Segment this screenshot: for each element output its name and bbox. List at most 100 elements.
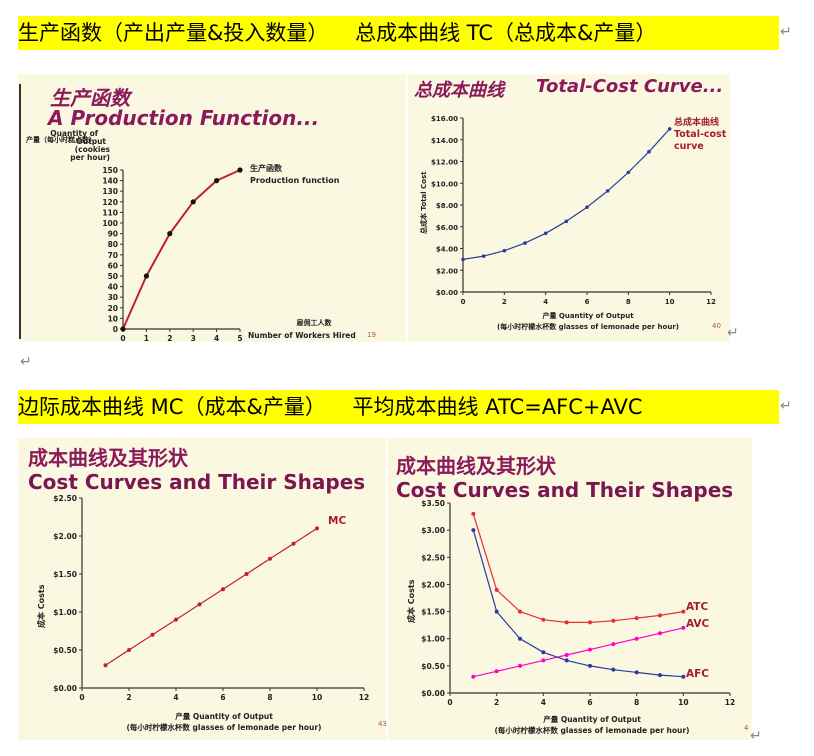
y-tick-label: 100: [102, 219, 118, 228]
page-number: 19: [367, 331, 376, 339]
y-axis-label: 成本 Costs: [406, 579, 416, 623]
data-point: [471, 511, 476, 516]
data-point: [518, 636, 522, 641]
y-tick-label: $6.00: [436, 224, 458, 232]
data-point: [681, 625, 686, 630]
data-point: [658, 631, 662, 636]
data-point: [518, 663, 522, 668]
series-line-0: [472, 513, 684, 623]
y-tick-label: $2.50: [421, 553, 445, 562]
y-tick-label: $0.50: [53, 646, 77, 655]
y-tick-label: 110: [102, 208, 118, 217]
y-tick-label: 70: [108, 251, 118, 260]
x-tick-label: 6: [587, 698, 592, 707]
y-tick-label: 0: [113, 325, 118, 334]
data-point: [667, 127, 672, 131]
data-point: [634, 636, 639, 641]
production-title-cn: 生产函数: [50, 86, 130, 110]
data-point: [190, 199, 196, 205]
y-axis-label: 总成本 Total Cost: [419, 171, 428, 234]
data-point: [588, 620, 592, 625]
x-tick-label: 6: [585, 298, 590, 306]
y-tick-label: 150: [102, 166, 118, 175]
x-tick-label: 8: [267, 693, 272, 702]
marginal-cost-panel: 成本曲线及其形状 Cost Curves and Their Shapes 0 2…: [18, 438, 386, 740]
x-tick-label: 8: [626, 298, 631, 306]
y-tick-label: 120: [102, 198, 118, 207]
data-point: [564, 219, 569, 224]
series-label: ATC: [686, 601, 708, 613]
x-tick-label: 0: [447, 698, 452, 707]
y-tick-label: 10: [108, 314, 118, 323]
y-tick-label: $1.50: [53, 570, 77, 579]
data-point: [481, 254, 486, 258]
y-tick-label: 90: [108, 230, 118, 239]
y-tick-label: $3.00: [421, 526, 445, 535]
data-point: [588, 663, 592, 668]
x-tick-label: 3: [191, 334, 196, 342]
data-point: [214, 178, 220, 184]
heading-row1: 生产函数（产出产量&投入数量） 总成本曲线 TC（总成本&产量）: [18, 16, 779, 50]
data-point: [523, 241, 527, 245]
y-tick-label: 20: [108, 304, 118, 313]
data-point: [611, 642, 616, 647]
average-cost-chart: 0 2 4 6 8 10 12 $0.00 $0.50 $1.00 $1.50 $2.00 $2.50 $…: [406, 499, 735, 735]
data-point: [221, 587, 225, 592]
y-axis-label-en: Quantity of: [50, 129, 99, 138]
series-line-0: [122, 169, 241, 330]
total-cost-chart: 0 2 4 6 8 10 12 $0.00 $2.00 $4.00 $6.00 $8.00 $10.00…: [419, 115, 727, 331]
x-axis-label: (每小时柠檬水杯数 glasses of lemonade per hour): [127, 722, 322, 732]
return-mark: ↵: [780, 24, 792, 40]
x-tick-label: 10: [312, 693, 322, 702]
page-number: 43: [378, 720, 386, 728]
y-tick-label: 50: [108, 272, 118, 281]
y-tick-label: $1.00: [421, 635, 445, 644]
data-point: [127, 648, 131, 652]
x-axis-label: (每小时柠檬水杯数 glasses of lemonade per hour): [495, 725, 690, 735]
series-line-1: [473, 627, 684, 678]
y-tick-label: $0.50: [421, 662, 445, 671]
series-label-en: Total-cost: [674, 129, 727, 140]
production-chart: 0 1 2 3 4 50102030405060708090100110120130140…: [19, 84, 356, 342]
series-label: AFC: [686, 668, 709, 680]
mc-title-cn: 成本曲线及其形状: [28, 446, 188, 470]
x-tick-label: 8: [634, 698, 639, 707]
mc-title-en: Cost Curves and Their Shapes: [28, 470, 366, 494]
x-tick-label: 6: [220, 693, 225, 702]
y-tick-label: $1.50: [421, 608, 445, 617]
y-tick-label: $4.00: [436, 246, 458, 254]
return-mark: ↵: [780, 398, 792, 414]
return-mark: ↵: [750, 728, 762, 744]
y-tick-label: $8.00: [436, 202, 458, 210]
series-label-en: Production function: [250, 176, 340, 185]
data-point: [494, 669, 499, 674]
heading-row2: 边际成本曲线 MC（成本&产量） 平均成本曲线 ATC=AFC+AVC: [18, 390, 779, 424]
series-label: MC: [328, 515, 346, 527]
x-axis-label: 产量 Quantity of Output: [175, 711, 273, 721]
atc-title-cn: 成本曲线及其形状: [396, 454, 556, 478]
x-tick-label: 5: [237, 334, 242, 342]
y-tick-label: $12.00: [431, 159, 458, 167]
x-axis-label: (每小时柠檬水杯数 glasses of lemonade per hour): [497, 322, 679, 331]
series-label-cn: 生产函数: [250, 163, 283, 173]
series-label: AVC: [686, 618, 710, 630]
data-point: [634, 616, 639, 621]
x-tick-label: 2: [502, 298, 507, 306]
return-mark: ↵: [727, 325, 739, 341]
data-point: [585, 205, 589, 209]
y-axis-label-en: per hour): [70, 153, 110, 162]
series-line-2: [472, 529, 684, 678]
x-tick-label: 2: [494, 698, 499, 707]
series-line-0: [105, 527, 318, 666]
page-number: 4: [744, 724, 749, 732]
total-cost-panel: 总成本曲线 Total-Cost Curve... 0 2 4 6 8 10 12 $0.00…: [408, 74, 730, 342]
x-tick-label: 1: [144, 334, 149, 342]
data-point: [471, 528, 476, 533]
y-tick-label: $2.50: [53, 494, 77, 503]
data-point: [237, 167, 243, 173]
data-point: [541, 658, 546, 663]
x-axis-label-en: Number of Workers Hired: [248, 331, 356, 340]
page-number: 40: [712, 322, 721, 330]
data-point: [268, 556, 272, 561]
y-tick-label: 40: [108, 283, 118, 292]
